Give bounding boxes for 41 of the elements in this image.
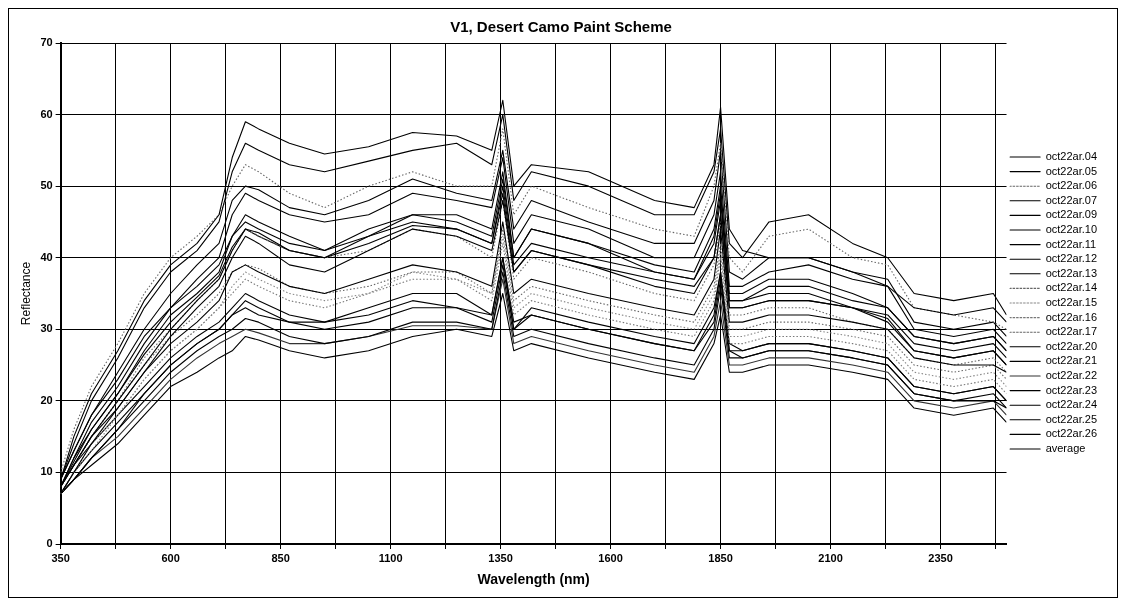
x-tick-label: 1350 <box>488 551 513 564</box>
legend-label: oct22ar.17 <box>1045 325 1097 338</box>
y-tick-label: 30 <box>40 322 53 335</box>
x-tick-label: 600 <box>161 551 180 564</box>
legend-label: oct22ar.13 <box>1045 266 1097 279</box>
y-tick-label: 0 <box>46 537 53 550</box>
legend-label: oct22ar.22 <box>1045 369 1097 382</box>
legend-label: oct22ar.23 <box>1045 383 1097 396</box>
legend-label: oct22ar.05 <box>1045 164 1097 177</box>
legend-label: oct22ar.25 <box>1045 412 1097 425</box>
chart-title: V1, Desert Camo Paint Scheme <box>450 18 672 36</box>
legend-label: oct22ar.21 <box>1045 354 1097 367</box>
legend-label: oct22ar.24 <box>1045 398 1097 411</box>
y-tick-label: 50 <box>40 179 53 192</box>
legend-label: oct22ar.06 <box>1045 179 1097 192</box>
x-tick-label: 1100 <box>378 551 403 564</box>
x-tick-label: 350 <box>51 551 70 564</box>
y-tick-label: 40 <box>40 250 53 263</box>
legend-label: oct22ar.20 <box>1045 339 1097 352</box>
x-tick-label: 2350 <box>928 551 953 564</box>
legend-label: oct22ar.16 <box>1045 310 1097 323</box>
legend-label: average <box>1045 442 1086 455</box>
legend-label: oct22ar.04 <box>1045 150 1097 163</box>
legend-label: oct22ar.07 <box>1045 193 1097 206</box>
x-axis-title: Wavelength (nm) <box>477 571 590 588</box>
y-tick-label: 10 <box>40 465 53 478</box>
legend-label: oct22ar.10 <box>1045 223 1097 236</box>
y-tick-label: 70 <box>40 36 53 49</box>
legend-label: oct22ar.15 <box>1045 296 1097 309</box>
x-tick-label: 2100 <box>818 551 843 564</box>
legend-label: oct22ar.12 <box>1045 252 1097 265</box>
legend-label: oct22ar.26 <box>1045 427 1097 440</box>
legend-label: oct22ar.09 <box>1045 208 1097 221</box>
y-tick-label: 20 <box>40 393 53 406</box>
y-tick-label: 60 <box>40 107 53 120</box>
legend-label: oct22ar.14 <box>1045 281 1097 294</box>
x-tick-label: 1600 <box>598 551 623 564</box>
x-tick-label: 850 <box>271 551 290 564</box>
y-axis-title: Reflectance <box>18 261 33 326</box>
legend-label: oct22ar.11 <box>1045 237 1097 250</box>
x-tick-label: 1850 <box>708 551 733 564</box>
